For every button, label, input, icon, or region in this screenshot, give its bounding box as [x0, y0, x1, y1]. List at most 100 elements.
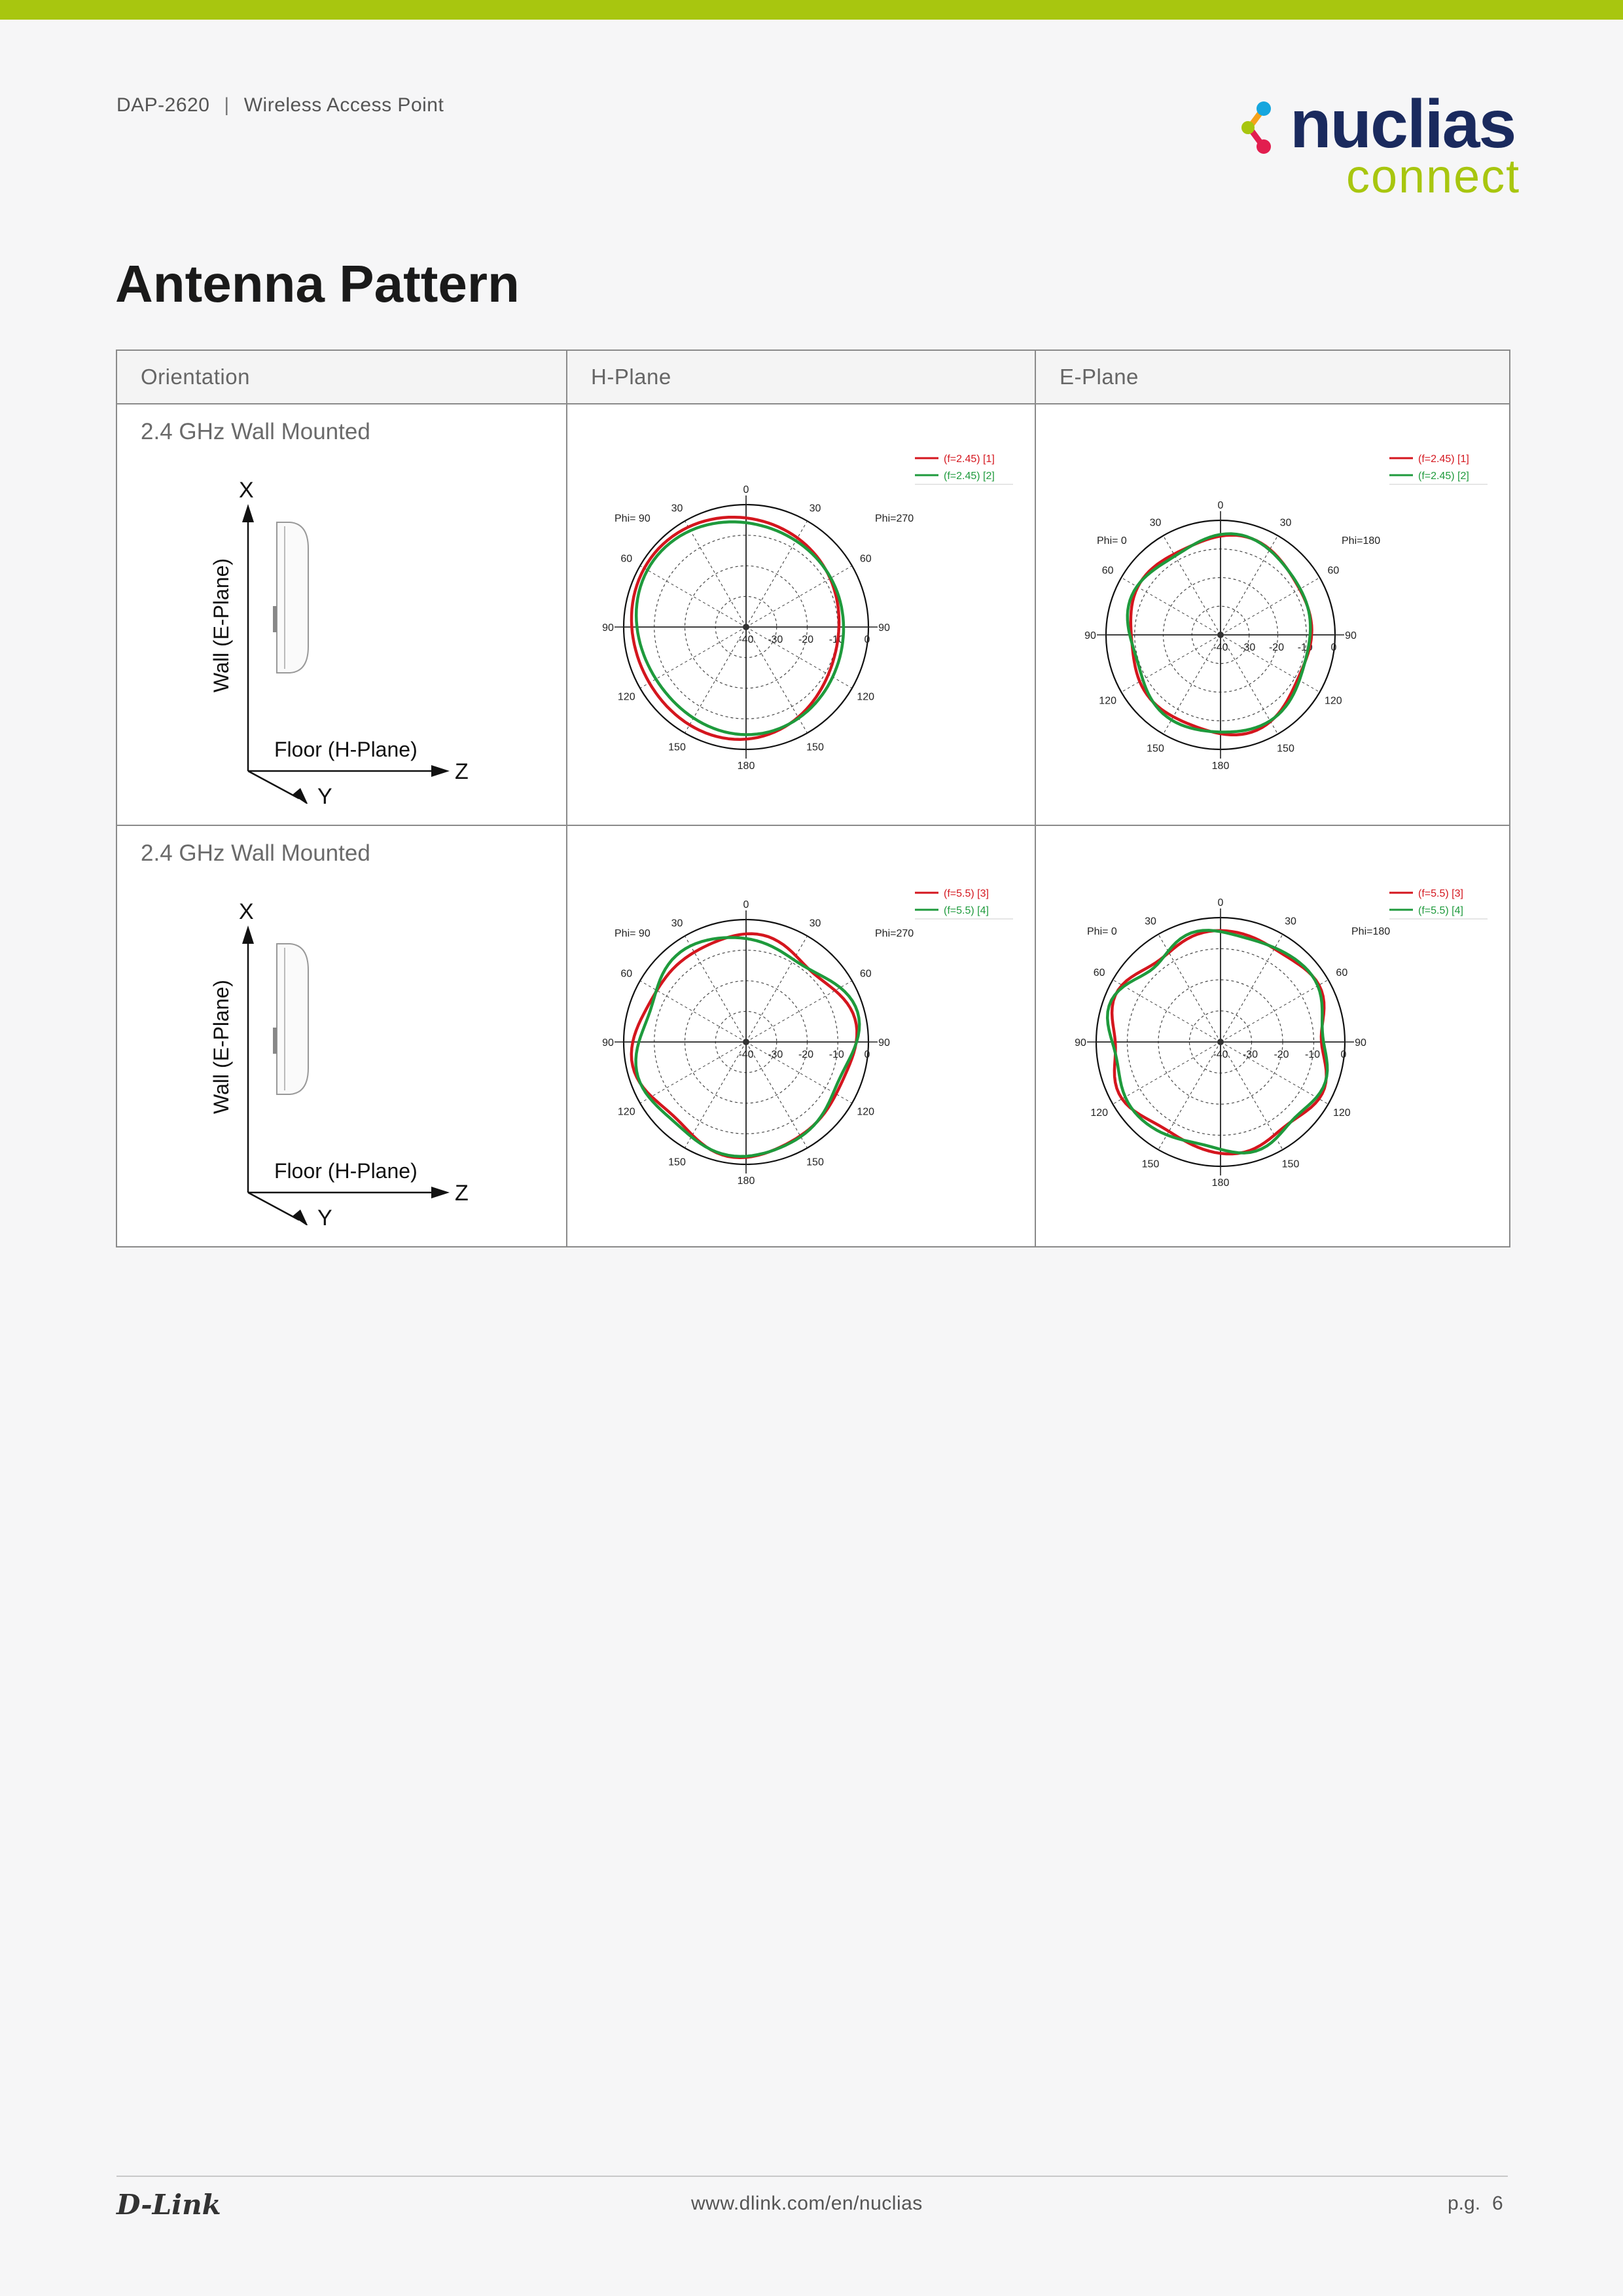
h-plane-cell: 0 30 60 90 120 150 180 150 120 90 60 30 -40 -30 -20 -10…: [566, 403, 1036, 826]
y-axis-label: Y: [317, 1206, 332, 1225]
polar-spoke: [685, 626, 747, 734]
x-axis-label: X: [239, 899, 254, 924]
device-mount-bracket: [273, 606, 277, 632]
phi-right-label: Phi=270: [875, 928, 914, 939]
polar-angle-tick-label: 90: [1355, 1037, 1366, 1049]
pattern-series-green: [634, 520, 846, 736]
polar-angle-tick-label: 180: [738, 761, 755, 772]
polar-angle-tick-label: 150: [1147, 743, 1164, 754]
access-point-device: [276, 522, 309, 673]
polar-spoke: [1158, 1041, 1221, 1150]
polar-angle-tick-label: 90: [1075, 1037, 1086, 1049]
device-mount-bracket: [273, 1028, 277, 1054]
polar-center-dot: [743, 624, 749, 630]
polar-angle-tick-label: 120: [1325, 696, 1342, 707]
polar-angle-tick-label: 60: [620, 554, 632, 565]
polar-spoke: [639, 1041, 747, 1103]
polar-spoke: [685, 1041, 747, 1149]
polar-angle-tick-label: 60: [860, 969, 872, 980]
polar-spoke: [1121, 634, 1221, 692]
product-name: Wireless Access Point: [243, 94, 444, 116]
polar-angle-tick-label: 120: [1090, 1107, 1108, 1119]
table-row: 2.4 GHz Wall Mounted X Z Y Wall (E-Plane) Fl…: [116, 825, 1510, 1247]
polar-angle-tick-label: 30: [1280, 518, 1292, 529]
legend-entry: (f=2.45) [2]: [1418, 471, 1469, 482]
polar-angle-tick-label: 0: [743, 484, 749, 495]
e-plane-cell: 0 30 60 90 120 150 180 150 120 90 60 30 -40 -30 -20 -10…: [1035, 825, 1510, 1247]
top-accent-bar: [0, 0, 1623, 20]
polar-radial-tick-label: -30: [1240, 642, 1255, 653]
polar-radial-tick-label: -30: [768, 1049, 783, 1060]
polar-angle-tick-label: 30: [1150, 518, 1162, 529]
y-axis-line: [247, 770, 300, 800]
polar-angle-tick-label: 60: [860, 554, 872, 565]
x-axis-label: X: [239, 478, 254, 503]
polar-radial-tick-label: -20: [1274, 1049, 1289, 1060]
legend-entry: (f=5.5) [4]: [1418, 905, 1463, 916]
polar-radial-tick-label: 0: [1341, 1049, 1347, 1060]
polar-angle-tick-label: 150: [1142, 1158, 1160, 1170]
header-e-plane: E-Plane: [1035, 350, 1510, 404]
polar-radial-tick-label: 0: [865, 634, 870, 645]
page-number: p.g. 6: [1448, 2193, 1503, 2215]
polar-angle-tick-label: 150: [1282, 1158, 1300, 1170]
polar-angle-tick-label: 90: [878, 622, 890, 634]
polar-angle-tick-label: 180: [738, 1175, 755, 1187]
orientation-diagram: X Z Y Wall (E-Plane) Floor (H-Plane): [209, 478, 469, 804]
polar-radial-tick-label: -20: [798, 1049, 813, 1060]
polar-center-dot: [1217, 1039, 1224, 1045]
polar-angle-tick-label: 120: [618, 692, 635, 703]
polar-angle-tick-label: 90: [602, 622, 614, 634]
polar-angle-tick-label: 0: [1218, 500, 1224, 511]
z-axis-arrow: [431, 1187, 450, 1198]
polar-spoke: [685, 935, 747, 1043]
e-plane-polar-chart: 0 30 60 90 120 150 180 150 120 90 60 30 -40 -30 -20 -10…: [1075, 888, 1488, 1189]
polar-radial-tick-label: -30: [768, 634, 783, 645]
phi-left-label: Phi= 0: [1087, 926, 1117, 937]
polar-angle-tick-label: 150: [1277, 743, 1294, 754]
phi-left-label: Phi= 0: [1097, 535, 1127, 547]
legend-entry: (f=2.45) [2]: [944, 471, 995, 482]
polar-angle-tick-label: 120: [857, 692, 874, 703]
antenna-pattern-table: Orientation H-Plane E-Plane 2.4 GHz Wall…: [116, 350, 1510, 1247]
polar-center-dot: [743, 1039, 749, 1045]
document-header: DAP-2620 | Wireless Access Point: [116, 94, 444, 117]
polar-radial-tick-label: -10: [1305, 1049, 1320, 1060]
polar-angle-tick-label: 150: [668, 742, 686, 753]
polar-angle-tick-label: 60: [1094, 967, 1105, 978]
y-axis-line: [247, 1191, 300, 1221]
footer-url[interactable]: www.dlink.com/en/nuclias: [691, 2193, 923, 2214]
model-name: DAP-2620: [116, 94, 210, 116]
dlink-logo: D-Link: [116, 2189, 221, 2221]
table-header-row: Orientation H-Plane E-Plane: [116, 350, 1510, 404]
polar-radial-tick-label: -20: [1269, 642, 1284, 653]
polar-angle-tick-label: 30: [810, 503, 821, 514]
polar-angle-tick-label: 90: [878, 1037, 890, 1049]
polar-angle-tick-label: 120: [1099, 696, 1116, 707]
polar-radial-tick-label: -30: [1243, 1049, 1258, 1060]
pattern-series-green: [1126, 532, 1312, 734]
polar-spoke: [1220, 535, 1278, 636]
polar-angle-tick-label: 60: [620, 969, 632, 980]
logo-wordmark: nuclias: [1290, 86, 1516, 162]
y-axis-arrow: [293, 788, 308, 804]
legend-entry: (f=5.5) [4]: [944, 905, 989, 916]
phi-right-label: Phi=270: [875, 513, 914, 524]
header-orientation: Orientation: [116, 350, 567, 404]
y-axis-label: Y: [317, 784, 332, 804]
polar-spoke: [1163, 535, 1221, 636]
polar-angle-tick-label: 30: [1285, 916, 1296, 927]
polar-radial-tick-label: -10: [829, 1049, 844, 1060]
polar-angle-tick-label: 90: [602, 1037, 614, 1049]
page-value: 6: [1492, 2193, 1503, 2214]
nuclias-connect-logo: nuclias connect: [1240, 85, 1519, 203]
page-title: Antenna Pattern: [115, 255, 520, 313]
row-label: 2.4 GHz Wall Mounted: [141, 840, 370, 866]
legend-entry: (f=5.5) [3]: [944, 888, 989, 899]
footer-divider: [116, 2176, 1508, 2177]
polar-angle-tick-label: 180: [1212, 761, 1230, 772]
polar-spoke: [745, 626, 853, 689]
wall-label: Wall (E-Plane): [209, 558, 233, 692]
